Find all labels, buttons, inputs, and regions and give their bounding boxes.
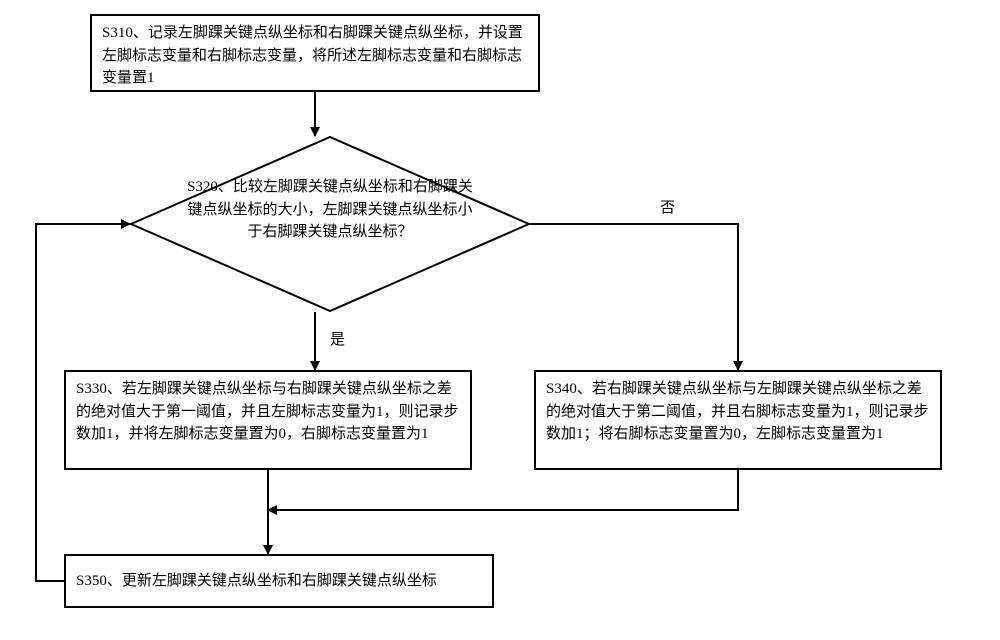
node-s310-text: S310、记录左脚踝关键点纵坐标和右脚踝关键点纵坐标，并设置左脚标志变量和右脚标… [102, 25, 523, 86]
node-s350: S350、更新左脚踝关键点纵坐标和右脚踝关键点纵坐标 [64, 554, 494, 608]
node-s320: S320、比较左脚踝关键点纵坐标和右脚踝关键点纵坐标的大小，左脚踝关键点纵坐标小… [130, 136, 530, 312]
node-s340: S340、若右脚踝关键点纵坐标与左脚踝关键点纵坐标之差的绝对值大于第二阈值，并且… [534, 370, 942, 470]
edges-layer [0, 0, 1000, 640]
label-no: 否 [660, 196, 675, 217]
node-s330-text: S330、若左脚踝关键点纵坐标与右脚踝关键点纵坐标之差的绝对值大于第一阈值，并且… [76, 381, 459, 442]
edge-s340-merge [268, 470, 738, 510]
node-s320-text-wrap: S320、比较左脚踝关键点纵坐标和右脚踝关键点纵坐标的大小，左脚踝关键点纵坐标小… [130, 176, 530, 244]
node-s310: S310、记录左脚踝关键点纵坐标和右脚踝关键点纵坐标，并设置左脚标志变量和右脚标… [90, 14, 540, 92]
label-yes: 是 [330, 328, 345, 349]
node-s340-text: S340、若右脚踝关键点纵坐标与左脚踝关键点纵坐标之差的绝对值大于第二阈值，并且… [546, 381, 929, 442]
edge-s320-s340 [530, 224, 738, 370]
node-s320-text: S320、比较左脚踝关键点纵坐标和右脚踝关键点纵坐标的大小，左脚踝关键点纵坐标小… [187, 179, 473, 240]
node-s350-text: S350、更新左脚踝关键点纵坐标和右脚踝关键点纵坐标 [76, 570, 437, 593]
node-s330: S330、若左脚踝关键点纵坐标与右脚踝关键点纵坐标之差的绝对值大于第一阈值，并且… [64, 370, 472, 470]
